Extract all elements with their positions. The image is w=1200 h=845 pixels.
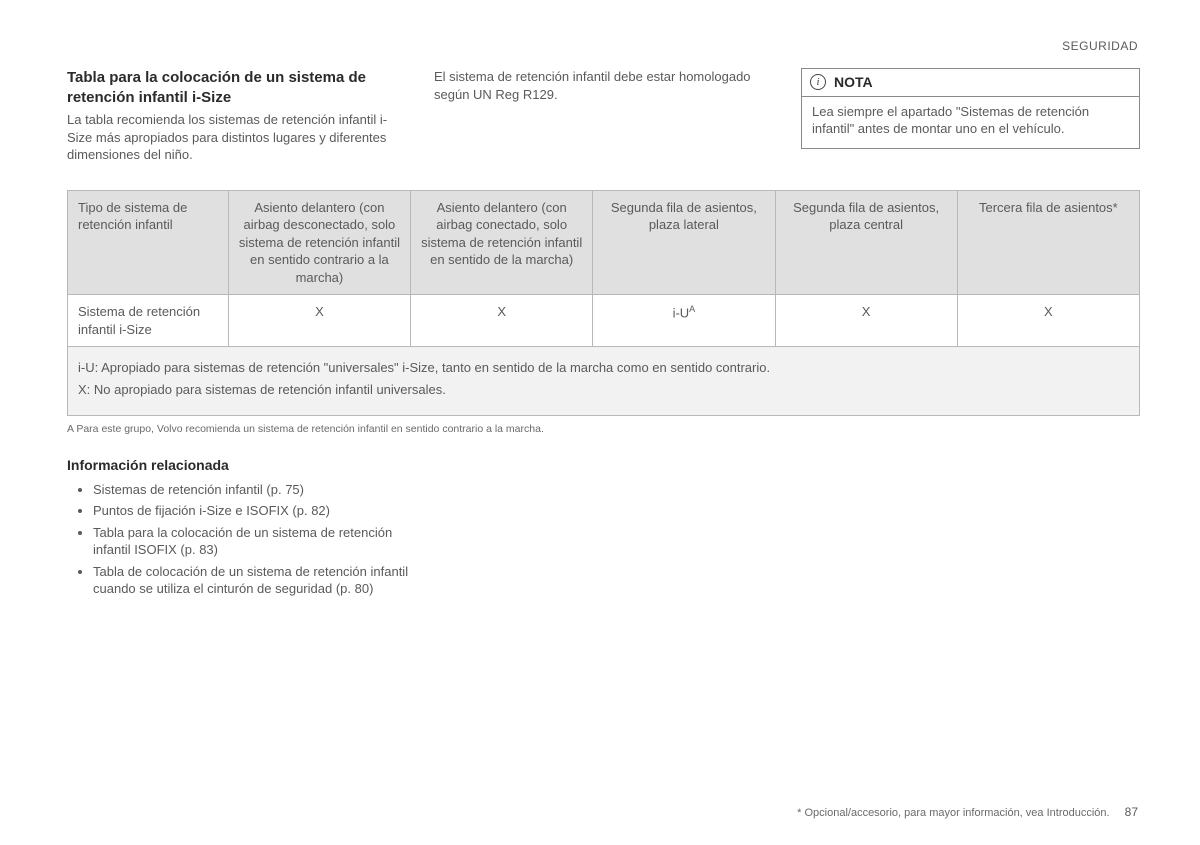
table-row: Sistema de retención infantil i-Size X X… [68,295,1140,347]
footnote-a: A Para este grupo, Volvo recomienda un s… [67,422,1140,436]
note-body: Lea siempre el apartado "Sistemas de ret… [802,97,1139,148]
note-label: NOTA [834,73,873,92]
intro-col-3: i NOTA Lea siempre el apartado "Sistemas… [801,68,1140,164]
page-title: Tabla para la colocación de un sistema d… [67,68,406,107]
intro-paragraph-1: La tabla recomienda los sistemas de rete… [67,111,406,164]
cell-c3: i-UA [593,295,775,347]
footer-note: * Opcional/accesorio, para mayor informa… [797,807,1109,819]
list-item: Sistemas de retención infantil (p. 75) [93,481,427,499]
th-type: Tipo de sistema de retención infantil [68,190,229,295]
th-second-center: Segunda fila de asientos, plaza central [775,190,957,295]
related-list: Sistemas de retención infantil (p. 75) P… [67,481,427,598]
cell-c1: X [228,295,410,347]
cell-label: Sistema de retención infantil i-Size [68,295,229,347]
page-footer: * Opcional/accesorio, para mayor informa… [797,804,1138,821]
note-box: i NOTA Lea siempre el apartado "Sistemas… [801,68,1140,149]
cell-c5: X [957,295,1139,347]
intro-col-1: Tabla para la colocación de un sistema d… [67,68,406,164]
info-icon: i [810,74,826,90]
intro-columns: Tabla para la colocación de un sistema d… [67,68,1140,164]
related-info: Información relacionada Sistemas de rete… [67,456,427,598]
table-header-row: Tipo de sistema de retención infantil As… [68,190,1140,295]
table-legend: i-U: Apropiado para sistemas de retenció… [67,347,1140,415]
page-number: 87 [1125,805,1138,819]
legend-iu: i-U: Apropiado para sistemas de retenció… [78,359,1129,377]
cell-c2: X [411,295,593,347]
section-header: SEGURIDAD [1062,38,1138,54]
related-title: Información relacionada [67,456,427,475]
intro-paragraph-2: El sistema de retención infantil debe es… [434,68,773,103]
th-front-on: Asiento delantero (con airbag conectado,… [411,190,593,295]
intro-col-2: El sistema de retención infantil debe es… [434,68,773,164]
th-front-off: Asiento delantero (con airbag desconecta… [228,190,410,295]
isize-table: Tipo de sistema de retención infantil As… [67,190,1140,348]
list-item: Tabla de colocación de un sistema de ret… [93,563,427,598]
list-item: Tabla para la colocación de un sistema d… [93,524,427,559]
th-third-row: Tercera fila de asientos* [957,190,1139,295]
list-item: Puntos de fijación i-Size e ISOFIX (p. 8… [93,502,427,520]
cell-c4: X [775,295,957,347]
th-second-outer: Segunda fila de asientos, plaza lateral [593,190,775,295]
note-header: i NOTA [802,69,1139,97]
legend-x: X: No apropiado para sistemas de retenci… [78,381,1129,399]
